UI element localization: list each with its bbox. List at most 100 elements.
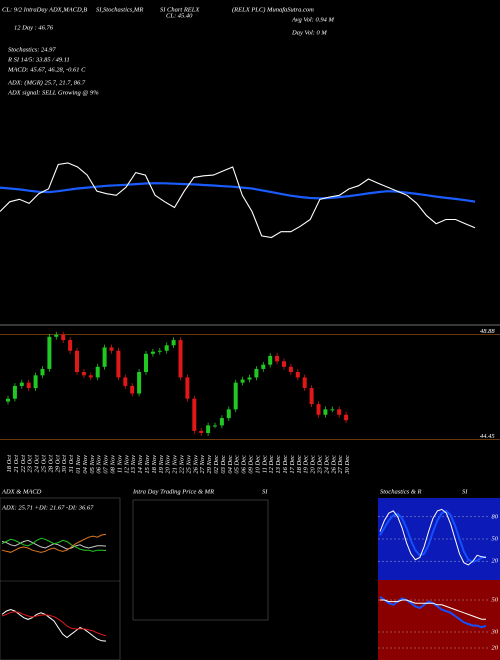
candle-body: [213, 425, 217, 427]
x-tick-label: 12 Nov: [123, 455, 130, 474]
candle-body: [199, 430, 204, 433]
x-tick-label: 04 Nov: [82, 455, 89, 474]
candle-body: [47, 336, 52, 369]
intraday-panel-frame: [132, 499, 269, 621]
x-tick-label: 25 Nov: [185, 455, 192, 474]
candle-body: [137, 372, 142, 394]
panel-subtitle: SI: [462, 488, 468, 495]
candle-body: [337, 409, 342, 415]
candle-body: [61, 334, 66, 341]
annotation: (RELX PLC) MunafaSutra.com: [232, 6, 314, 13]
y-tick-label: 48.88: [480, 328, 495, 335]
x-tick-label: 21 Oct: [13, 455, 20, 473]
candle-body: [81, 372, 86, 376]
candle-body: [178, 340, 183, 378]
candle-body: [344, 414, 349, 421]
x-tick-label: 24 Oct: [34, 455, 41, 473]
candle-body: [192, 398, 197, 431]
annotation: SI Chart RELX: [160, 6, 200, 13]
indicator-line: [379, 509, 487, 563]
candle-body: [302, 377, 307, 389]
candle-body: [254, 368, 259, 378]
x-tick-label: 07 Nov: [103, 455, 110, 474]
x-tick-label: 05 Nov: [89, 455, 96, 474]
annotation: 12 Day : 46.76: [14, 24, 54, 31]
annotation: ADX signal: SELL Growing @ 9%: [7, 89, 99, 96]
candle-body: [157, 350, 162, 352]
x-tick-label: 04 Dec: [227, 455, 234, 474]
indicator-line: [1, 608, 107, 642]
candle-body: [33, 375, 38, 389]
x-tick-label: 21 Nov: [172, 455, 179, 474]
x-tick-label: 22 Oct: [20, 455, 27, 473]
x-tick-label: 30 Dec: [344, 455, 351, 475]
candle-body: [144, 353, 148, 372]
x-tick-label: 27 Dec: [337, 455, 344, 474]
candle-body: [19, 382, 24, 386]
x-tick-label: 05 Dec: [234, 455, 241, 474]
candle-body: [275, 355, 280, 362]
x-tick-label: 12 Dec: [268, 455, 275, 474]
candle-body: [150, 351, 155, 354]
candle-body: [261, 364, 266, 369]
candle-body: [75, 350, 79, 372]
x-tick-label: 26 Dec: [330, 455, 337, 474]
x-tick-label: 19 Dec: [303, 455, 310, 474]
candle-body: [68, 340, 73, 351]
candle-body: [109, 347, 114, 351]
x-tick-label: 06 Dec: [241, 455, 248, 474]
x-tick-label: 29 Nov: [206, 455, 213, 474]
y-tick-label: 80: [492, 513, 499, 520]
x-tick-label: 03 Dec: [220, 455, 227, 474]
candle-body: [295, 372, 300, 378]
panel-background: [378, 580, 500, 660]
x-tick-label: 17 Dec: [289, 455, 296, 474]
x-tick-label: 23 Dec: [316, 455, 323, 474]
annotation: MACD: 45.67, 46.28, -0.61 C: [7, 66, 86, 73]
x-tick-label: 08 Nov: [109, 455, 116, 474]
candle-body: [240, 379, 245, 383]
panel-title: Intra Day Trading Price & MR: [132, 488, 214, 495]
indicator-line: [379, 508, 487, 566]
x-tick-label: 13 Nov: [130, 455, 137, 474]
y-tick-label: 44.45: [480, 433, 495, 440]
candle-body: [185, 377, 190, 399]
panel-title: Stochastics & R: [380, 488, 422, 495]
candle-body: [268, 355, 273, 365]
y-tick-label: 20: [492, 644, 499, 651]
panel-title: ADX & MACD: [1, 488, 42, 495]
candle-body: [88, 375, 93, 378]
candle-body: [171, 340, 176, 346]
candle-body: [206, 425, 211, 433]
x-tick-label: 18 Nov: [151, 455, 158, 474]
candle-body: [102, 347, 107, 367]
candle-body: [123, 377, 128, 386]
candle-body: [316, 404, 321, 415]
annotation: CL: 9/2 IntraDay ADX,MACD,B: [2, 6, 87, 13]
y-tick-label: 50: [492, 535, 499, 542]
candle-body: [323, 409, 328, 415]
y-tick-label: 30: [491, 628, 499, 635]
x-tick-label: 10 Dec: [254, 455, 261, 474]
x-tick-label: 01 Nov: [75, 455, 82, 474]
candle-body: [40, 368, 45, 376]
x-tick-label: 24 Dec: [323, 455, 330, 474]
x-tick-label: 20 Dec: [310, 455, 317, 474]
x-tick-label: 11 Dec: [261, 455, 268, 473]
x-tick-label: 15 Nov: [144, 455, 151, 474]
candle-body: [95, 366, 100, 378]
x-tick-label: 22 Nov: [178, 455, 185, 474]
candle-body: [282, 361, 286, 367]
annotation: CL: 45.40: [166, 12, 193, 19]
x-tick-label: 19 Nov: [158, 455, 165, 474]
candle-body: [219, 418, 224, 426]
candle-body: [130, 385, 135, 394]
annotation: R SI 14/5: 33.85 / 49.11: [7, 56, 70, 63]
candle-body: [233, 382, 238, 410]
indicator-line: [1, 537, 107, 552]
x-tick-label: 30 Oct: [61, 455, 68, 474]
y-tick-label: 50: [492, 596, 499, 603]
candle-body: [116, 350, 121, 378]
x-tick-label: 27 Nov: [199, 455, 206, 474]
